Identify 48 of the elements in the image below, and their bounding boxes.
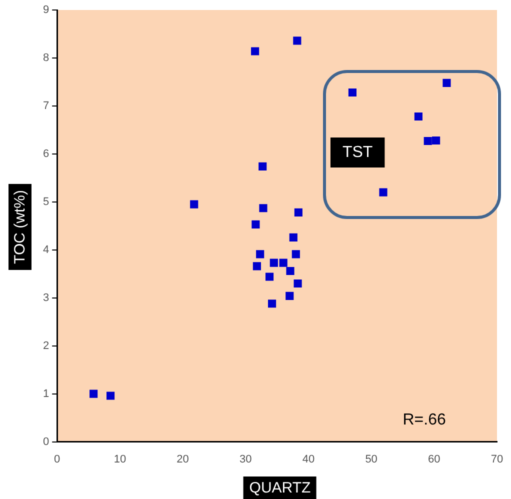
y-tick-label: 8 bbox=[42, 52, 50, 64]
x-axis-title: QUARTZ bbox=[243, 476, 317, 499]
y-tick-label: 2 bbox=[42, 340, 50, 352]
y-tick-label: 3 bbox=[42, 292, 50, 304]
point bbox=[268, 300, 276, 308]
point bbox=[286, 266, 294, 276]
x-tick-label: 30 bbox=[240, 453, 252, 466]
point bbox=[256, 250, 264, 258]
point bbox=[289, 233, 298, 242]
y-axis-title: TOC (wt%) bbox=[8, 184, 32, 270]
annotation: TST bbox=[342, 144, 373, 161]
point bbox=[414, 112, 422, 121]
point bbox=[265, 272, 274, 281]
x-tick-label: 50 bbox=[365, 453, 378, 466]
point bbox=[286, 292, 294, 300]
annotation: R=.66 bbox=[402, 412, 446, 429]
y-tick-label: 6 bbox=[42, 148, 50, 160]
y-tick-label: 1 bbox=[42, 388, 50, 400]
point bbox=[106, 392, 115, 400]
y-tick-label: 9 bbox=[42, 4, 50, 16]
x-tick-label: 60 bbox=[428, 453, 440, 466]
point bbox=[294, 279, 302, 288]
point bbox=[379, 188, 388, 196]
point bbox=[432, 136, 440, 145]
point bbox=[252, 262, 261, 270]
y-tick-label: 4 bbox=[42, 244, 50, 256]
y-tick-label: 7 bbox=[42, 100, 50, 112]
y-tick-label: 0 bbox=[42, 436, 50, 448]
point bbox=[252, 220, 260, 228]
point bbox=[251, 47, 260, 56]
point bbox=[294, 208, 302, 216]
x-tick-label: 0 bbox=[54, 453, 60, 466]
point bbox=[424, 136, 432, 146]
point bbox=[258, 162, 267, 170]
point bbox=[292, 250, 300, 258]
y-tick-label: 5 bbox=[42, 196, 50, 208]
point bbox=[348, 88, 357, 97]
point bbox=[259, 204, 268, 212]
x-tick-label: 70 bbox=[490, 453, 504, 466]
x-tick-label: 40 bbox=[302, 453, 315, 466]
x-tick-label: 20 bbox=[176, 453, 189, 466]
point bbox=[293, 36, 302, 45]
point bbox=[279, 258, 288, 267]
x-tick-label: 10 bbox=[114, 453, 126, 466]
point bbox=[190, 200, 198, 208]
point bbox=[270, 258, 278, 267]
point bbox=[90, 390, 98, 398]
point bbox=[442, 78, 451, 87]
